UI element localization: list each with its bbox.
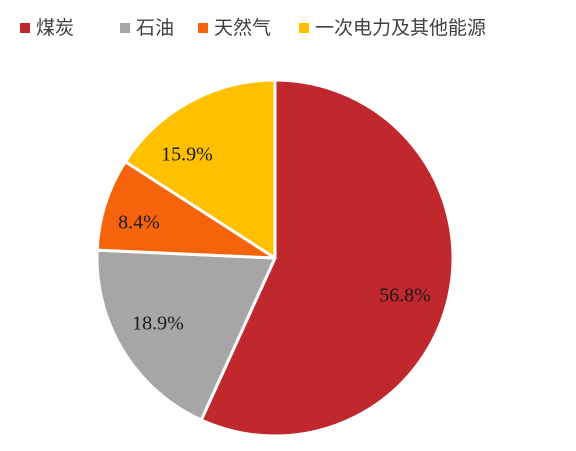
slice-labels: 56.8% 18.9% 8.4% 15.9% (118, 144, 431, 335)
data-label-1: 56.8% (379, 285, 431, 307)
legend-swatch-1 (20, 23, 30, 33)
legend-label-2: 石油 (136, 17, 174, 39)
pie-slice-4 (123, 78, 277, 260)
pie-slice-1 (199, 78, 455, 438)
pie-slice-2 (95, 248, 277, 422)
data-label-3: 8.4% (118, 212, 160, 234)
data-label-2: 18.9% (132, 313, 184, 335)
chart-legend: 煤炭 石油 天然气 一次电力及其他能源 (20, 17, 486, 39)
data-label-4: 15.9% (161, 144, 213, 166)
legend-label-3: 天然气 (214, 17, 271, 39)
legend-label-4: 一次电力及其他能源 (315, 17, 486, 39)
pie-slice-3 (95, 160, 277, 260)
legend-label-1: 煤炭 (36, 17, 74, 39)
legend-swatch-2 (120, 23, 130, 33)
pie-slices (95, 78, 455, 438)
legend-swatch-3 (198, 23, 208, 33)
legend-swatch-4 (299, 23, 309, 33)
